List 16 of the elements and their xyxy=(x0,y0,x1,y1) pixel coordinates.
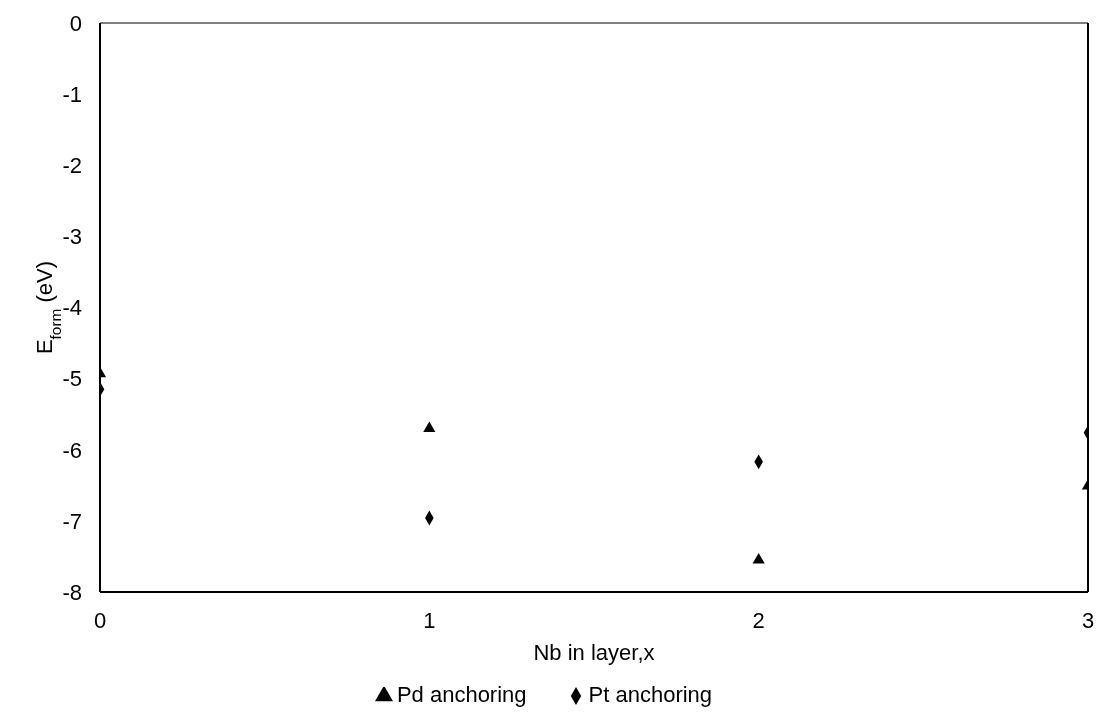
legend-label: Pd anchoring xyxy=(396,682,527,707)
y-tick-label: -6 xyxy=(62,437,82,463)
legend-label: Pt anchoring xyxy=(588,682,713,707)
x-tick-label: 0 xyxy=(93,607,107,633)
x-tick-label: 2 xyxy=(752,607,765,633)
x-axis-title: Nb in layer,x xyxy=(533,640,655,665)
y-tick-label: -5 xyxy=(62,366,82,392)
y-tick-label: 0 xyxy=(69,10,82,36)
x-tick-label: 3 xyxy=(1081,607,1095,633)
y-tick-label: -3 xyxy=(62,224,82,250)
y-tick-label: -8 xyxy=(62,579,82,605)
x-tick-label: 1 xyxy=(423,607,436,633)
y-tick-label: -1 xyxy=(62,81,82,107)
y-tick-label: -2 xyxy=(62,153,82,179)
y-tick-label: -4 xyxy=(62,295,82,321)
y-tick-label: -7 xyxy=(62,508,82,534)
